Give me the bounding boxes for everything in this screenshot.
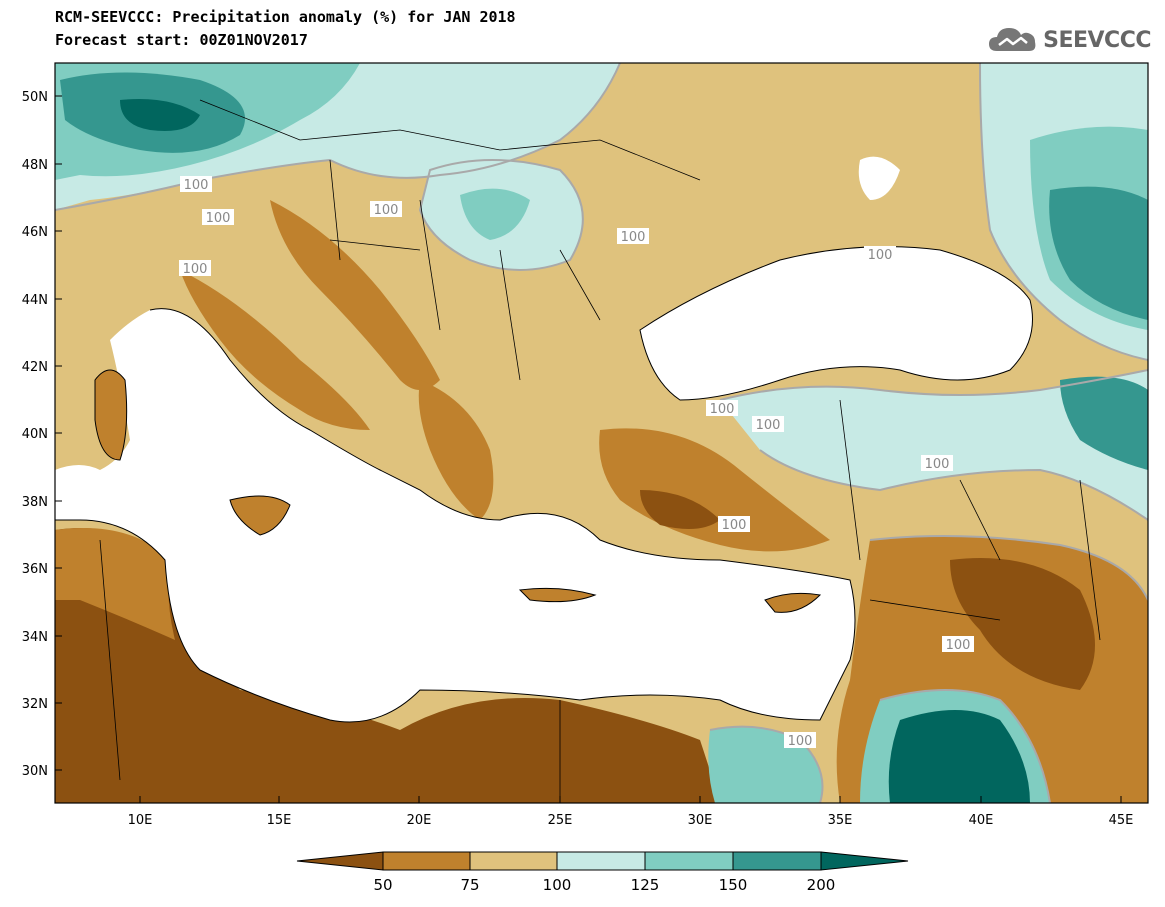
colorbar-75-100	[469, 851, 558, 871]
lon-label: 20E	[407, 813, 432, 828]
crete	[518, 587, 597, 603]
contour-label: 100	[722, 518, 747, 533]
contour-label: 100	[756, 418, 781, 433]
contour-line	[869, 535, 1148, 601]
area-syria-dry	[950, 558, 1095, 690]
contour-label: 100	[710, 402, 735, 417]
contour-label-bg	[718, 516, 750, 532]
contour-label-bg	[942, 636, 974, 652]
lat-label: 40N	[22, 427, 48, 442]
colorbar-gt200	[820, 851, 909, 871]
colorbar-125-150	[644, 851, 734, 871]
area-taurus-dry	[640, 490, 720, 529]
lat-label: 34N	[22, 630, 48, 645]
lon-label: 30E	[688, 813, 713, 828]
contour-line	[759, 449, 1148, 521]
map-title: RCM-SEEVCCC: Precipitation anomaly (%) f…	[55, 8, 516, 26]
lat-label: 30N	[22, 764, 48, 779]
lat-label: 50N	[22, 90, 48, 105]
contour-label-bg	[784, 732, 816, 748]
colorbar-150-200	[732, 851, 822, 871]
lon-label: 25E	[548, 813, 573, 828]
colorbar-label: 50	[373, 876, 392, 894]
lat-label: 44N	[22, 293, 48, 308]
sea-of-azov	[858, 156, 900, 200]
colorbar-100-125	[556, 851, 646, 871]
contour-label: 100	[868, 248, 893, 263]
area-tunisia	[55, 528, 175, 640]
contour-labels: 100 100 100 100 100 100 100 100 100 100 100 100	[179, 176, 974, 749]
contour-label-bg	[180, 176, 212, 192]
lat-label: 48N	[22, 158, 48, 173]
area-italy-dry	[180, 270, 370, 430]
black-sea	[640, 246, 1033, 400]
contour-label: 100	[374, 203, 399, 218]
contour-line	[55, 63, 621, 211]
mediterranean-sea	[55, 308, 855, 722]
area-anatolia-north	[720, 370, 1148, 520]
area-greece-dry	[418, 380, 494, 520]
area-caucasus-wet	[1060, 376, 1148, 470]
lon-label: 35E	[828, 813, 853, 828]
contour-line	[719, 369, 1148, 401]
contour-label: 100	[946, 638, 971, 653]
logo-text: SEEVCCC	[1043, 27, 1151, 53]
latitude-axis: 50N 48N 46N 44N 42N 40N 38N 36N 34N 32N 30N	[22, 90, 62, 779]
contour-line	[418, 159, 584, 271]
cyprus	[764, 592, 822, 613]
sardinia	[94, 369, 128, 461]
area-east-very-wet	[1049, 186, 1148, 320]
contour-label: 100	[183, 262, 208, 277]
forecast-start: Forecast start: 00Z01NOV2017	[55, 31, 308, 49]
lat-label: 36N	[22, 562, 48, 577]
lat-label: 46N	[22, 225, 48, 240]
lat-label: 42N	[22, 360, 48, 375]
colorbar-label: 150	[719, 876, 748, 894]
colorbar-label: 200	[807, 876, 836, 894]
contour-label: 100	[621, 230, 646, 245]
sicily	[229, 495, 291, 536]
area-alps-extreme	[120, 99, 200, 131]
lat-label: 32N	[22, 697, 48, 712]
colorbar-labels: 50 75 100 125 150 200	[373, 876, 835, 894]
lon-label: 45E	[1109, 813, 1134, 828]
seevccc-logo: SEEVCCC	[987, 20, 1151, 60]
contour-label-bg	[864, 246, 896, 262]
contour-label-bg	[752, 416, 784, 432]
colorbar-label: 125	[631, 876, 660, 894]
colorbar-label: 100	[543, 876, 572, 894]
contour-label-bg	[706, 400, 738, 416]
country-borders	[99, 99, 1101, 803]
lat-label: 38N	[22, 495, 48, 510]
contour-label-bg	[617, 228, 649, 244]
lon-label: 15E	[267, 813, 292, 828]
area-dinaric-dry	[270, 200, 440, 390]
contour-line	[979, 63, 1148, 361]
colorbar-lt50	[296, 851, 384, 871]
area-arabia-extreme	[888, 710, 1030, 803]
coastline	[55, 308, 856, 723]
lon-label: 40E	[969, 813, 994, 828]
area-ukraine	[630, 63, 1003, 164]
contour-label-bg	[179, 260, 211, 276]
colorbar-50-75	[382, 851, 471, 871]
cloud-icon	[989, 28, 1036, 51]
contour-label-bg	[202, 209, 234, 225]
contour-label-bg	[370, 201, 402, 217]
longitude-axis: 10E 15E 20E 25E 30E 35E 40E 45E	[128, 796, 1134, 828]
colorbar-label: 75	[460, 876, 479, 894]
lon-label: 10E	[128, 813, 153, 828]
contour-line	[879, 689, 1051, 803]
map-field	[55, 63, 1148, 803]
contour-label-bg	[921, 455, 953, 471]
contour-label: 100	[206, 211, 231, 226]
black-sea-coast	[639, 246, 1033, 401]
area-pannonian-wet	[460, 188, 530, 240]
contour-label: 100	[925, 457, 950, 472]
area-north-africa	[55, 528, 720, 803]
contour-label: 100	[184, 178, 209, 193]
colorbar: 50 75 100 125 150 200	[296, 851, 909, 894]
contour-label: 100	[788, 734, 813, 749]
